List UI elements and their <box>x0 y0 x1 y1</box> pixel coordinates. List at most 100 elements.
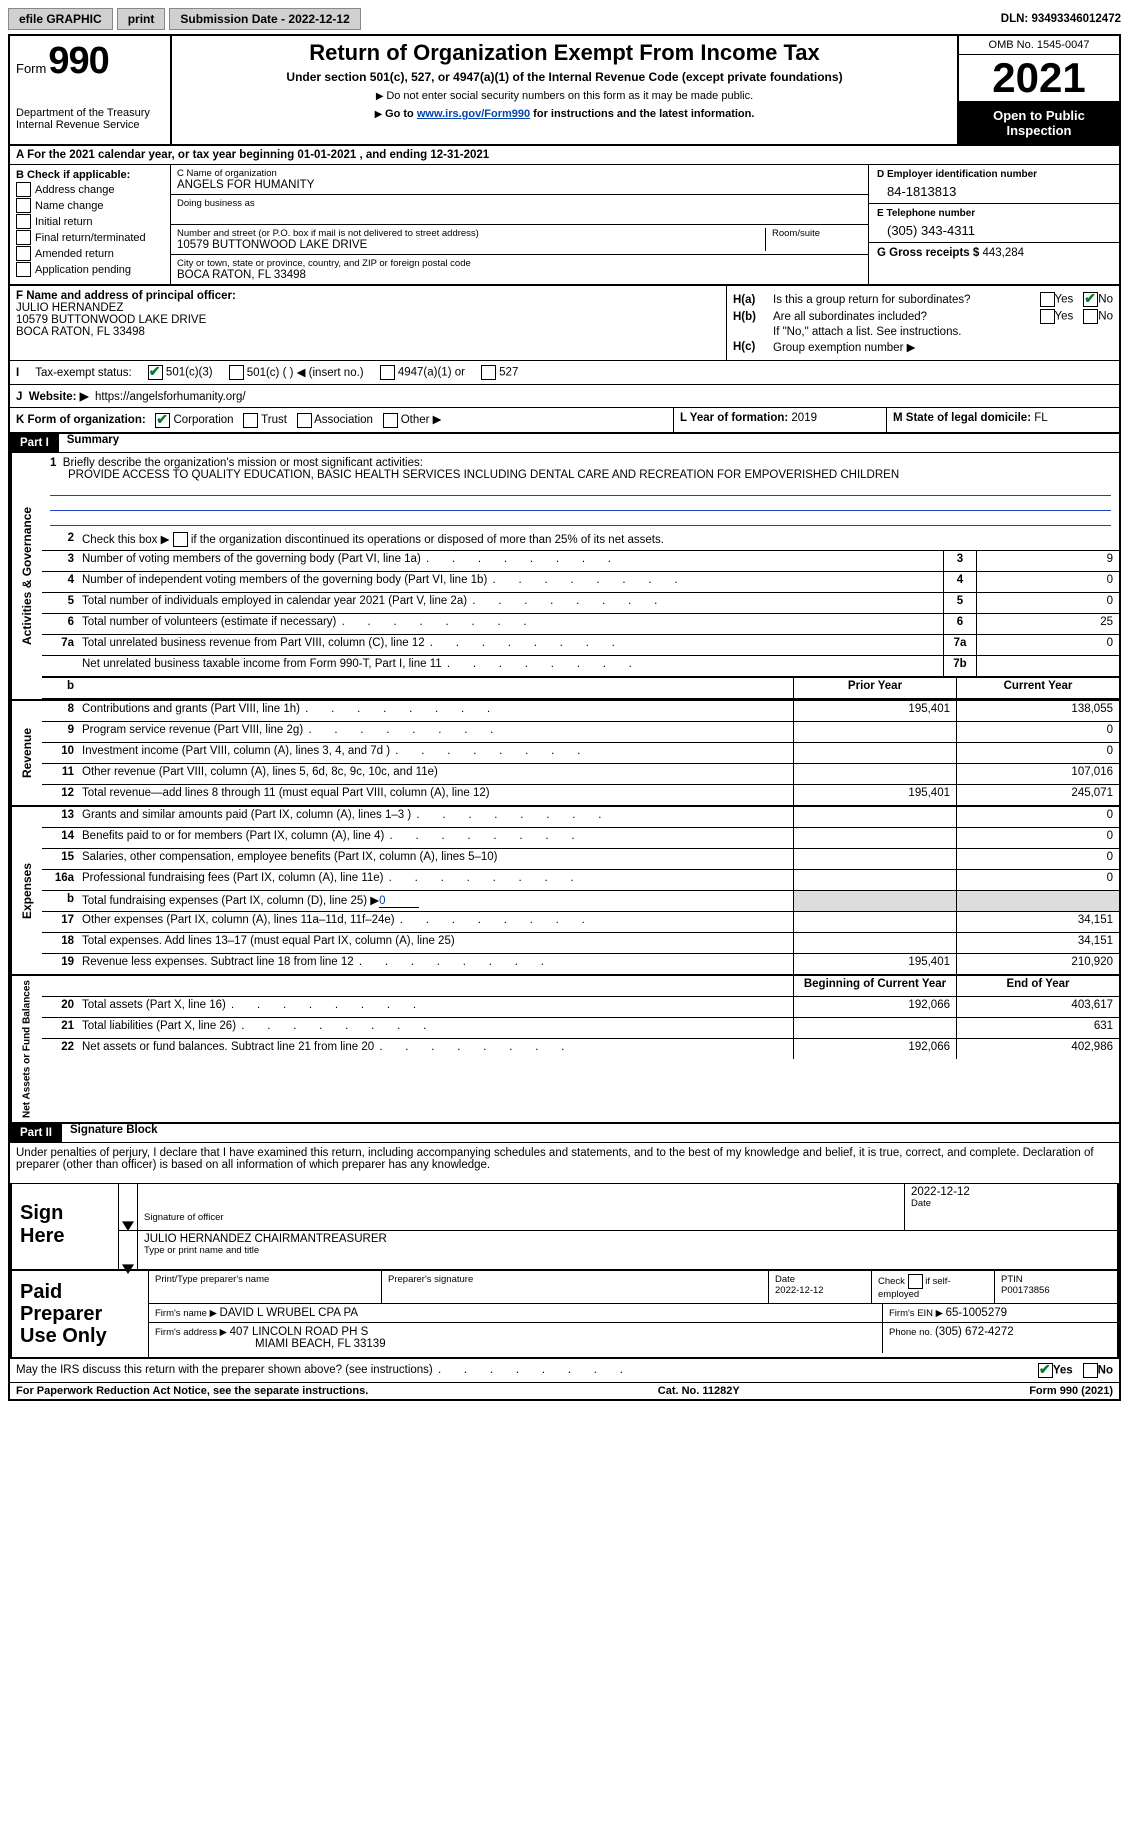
hb-yes[interactable] <box>1040 309 1055 324</box>
c9: 0 <box>957 722 1119 742</box>
sig-name-title: JULIO HERNANDEZ CHAIRMANTREASURER <box>144 1233 1111 1245</box>
head-prior: Prior Year <box>793 678 957 698</box>
chk-501c[interactable] <box>229 365 244 380</box>
irs-link[interactable]: www.irs.gov/Form990 <box>417 108 530 120</box>
chk-assoc[interactable] <box>297 413 312 428</box>
ha-yes[interactable] <box>1040 292 1055 307</box>
header-right: OMB No. 1545-0047 2021 Open to Public In… <box>959 36 1119 144</box>
line22: Net assets or fund balances. Subtract li… <box>78 1039 793 1059</box>
discuss-no[interactable] <box>1083 1363 1098 1378</box>
chk-corp[interactable] <box>155 413 170 428</box>
chk-line2[interactable] <box>173 532 188 547</box>
line5: Total number of individuals employed in … <box>78 593 943 613</box>
vtab-governance: Activities & Governance <box>10 453 42 699</box>
head-begin: Beginning of Current Year <box>793 976 957 996</box>
column-c-org: C Name of organization ANGELS FOR HUMANI… <box>171 165 869 284</box>
chk-final-return[interactable] <box>16 230 31 245</box>
website-url: https://angelsforhumanity.org/ <box>95 391 246 403</box>
sign-here-label: Sign Here <box>12 1184 119 1269</box>
hb-no[interactable] <box>1083 309 1098 324</box>
h-group: H(a)Is this a group return for subordina… <box>727 286 1119 360</box>
chk-self-employed[interactable] <box>908 1274 923 1289</box>
vtab-revenue: Revenue <box>10 701 42 805</box>
c12: 245,071 <box>957 785 1119 805</box>
prep-check: Check if self-employed <box>872 1271 995 1303</box>
chk-name-change[interactable] <box>16 198 31 213</box>
chk-initial-return[interactable] <box>16 214 31 229</box>
line9: Program service revenue (Part VIII, line… <box>78 722 793 742</box>
val7a: 0 <box>977 635 1119 655</box>
dba-label: Doing business as <box>177 198 862 209</box>
tax-year: 2021 <box>959 55 1119 102</box>
addr-label: Number and street (or P.O. box if mail i… <box>177 228 765 239</box>
val4: 0 <box>977 572 1119 592</box>
chk-other[interactable] <box>383 413 398 428</box>
head-end: End of Year <box>957 976 1119 996</box>
part1-title: Summary <box>59 434 119 452</box>
line15: Salaries, other compensation, employee b… <box>78 849 793 869</box>
row-i-status: I Tax-exempt status: 501(c)(3) 501(c) ( … <box>10 361 1119 385</box>
line14: Benefits paid to or for members (Part IX… <box>78 828 793 848</box>
c11: 107,016 <box>957 764 1119 784</box>
chk-527[interactable] <box>481 365 496 380</box>
b22: 192,066 <box>793 1039 957 1059</box>
line21: Total liabilities (Part X, line 26) <box>78 1018 793 1038</box>
val3: 9 <box>977 551 1119 571</box>
line8: Contributions and grants (Part VIII, lin… <box>78 701 793 721</box>
room-label: Room/suite <box>772 228 862 239</box>
line12: Total revenue—add lines 8 through 11 (mu… <box>78 785 793 805</box>
m-state-domicile: M State of legal domicile: FL <box>887 408 1119 431</box>
cat-no: Cat. No. 11282Y <box>658 1385 740 1397</box>
chk-amended-return[interactable] <box>16 246 31 261</box>
line17: Other expenses (Part IX, column (A), lin… <box>78 912 793 932</box>
prep-name-head: Print/Type preparer's name <box>149 1271 382 1303</box>
firm-phone: (305) 672-4272 <box>935 1326 1014 1338</box>
mission-label: Briefly describe the organization's miss… <box>63 457 423 469</box>
line10: Investment income (Part VIII, column (A)… <box>78 743 793 763</box>
line7b: Net unrelated business taxable income fr… <box>78 656 943 676</box>
chk-501c3[interactable] <box>148 365 163 380</box>
dept-text: Department of the Treasury Internal Reve… <box>16 107 164 131</box>
print-button[interactable]: print <box>117 8 166 30</box>
sig-date-label: Date <box>911 1198 1111 1209</box>
chk-app-pending[interactable] <box>16 262 31 277</box>
top-toolbar: efile GRAPHIC print Submission Date - 20… <box>8 8 1121 30</box>
c10: 0 <box>957 743 1119 763</box>
val5: 0 <box>977 593 1119 613</box>
chk-trust[interactable] <box>243 413 258 428</box>
efile-button[interactable]: efile GRAPHIC <box>8 8 113 30</box>
line19: Revenue less expenses. Subtract line 18 … <box>78 954 793 974</box>
firm-addr1: 407 LINCOLN ROAD PH S <box>230 1326 369 1338</box>
form-word: Form <box>16 61 46 76</box>
ptin: P00173856 <box>1001 1285 1050 1296</box>
vtab-expenses: Expenses <box>10 807 42 974</box>
tel-value: (305) 343-4311 <box>877 219 1111 238</box>
chk-4947[interactable] <box>380 365 395 380</box>
ha-question: Is this a group return for subordinates? <box>773 294 1034 306</box>
chk-address-change[interactable] <box>16 182 31 197</box>
p12: 195,401 <box>793 785 957 805</box>
gross-value: 443,284 <box>982 247 1024 259</box>
gross-label: G Gross receipts $ <box>877 247 982 259</box>
line13: Grants and similar amounts paid (Part IX… <box>78 807 793 827</box>
line11: Other revenue (Part VIII, column (A), li… <box>78 764 793 784</box>
column-b-checks: B Check if applicable: Address change Na… <box>10 165 171 284</box>
e21: 631 <box>957 1018 1119 1038</box>
prep-sig-head: Preparer's signature <box>382 1271 769 1303</box>
discuss-yes[interactable] <box>1038 1363 1053 1378</box>
hb-note: If "No," attach a list. See instructions… <box>733 326 1113 338</box>
line16b: Total fundraising expenses (Part IX, col… <box>78 891 793 911</box>
header-center: Return of Organization Exempt From Incom… <box>172 36 959 144</box>
l-year-formation: L Year of formation: 2019 <box>674 408 887 431</box>
line7a: Total unrelated business revenue from Pa… <box>78 635 943 655</box>
opt-address-change: Address change <box>35 184 115 196</box>
form-body: Form 990 Department of the Treasury Inte… <box>8 34 1121 1401</box>
officer-name: JULIO HERNANDEZ <box>16 302 720 314</box>
sig-arrow-icon <box>119 1184 138 1230</box>
e20: 403,617 <box>957 997 1119 1017</box>
row-j-website: J Website: ▶ https://angelsforhumanity.o… <box>10 385 1119 408</box>
prep-date: 2022-12-12 <box>775 1285 824 1296</box>
ein-value: 84-1813813 <box>877 180 1111 199</box>
ha-no[interactable] <box>1083 292 1098 307</box>
vtab-netassets: Net Assets or Fund Balances <box>10 976 42 1122</box>
